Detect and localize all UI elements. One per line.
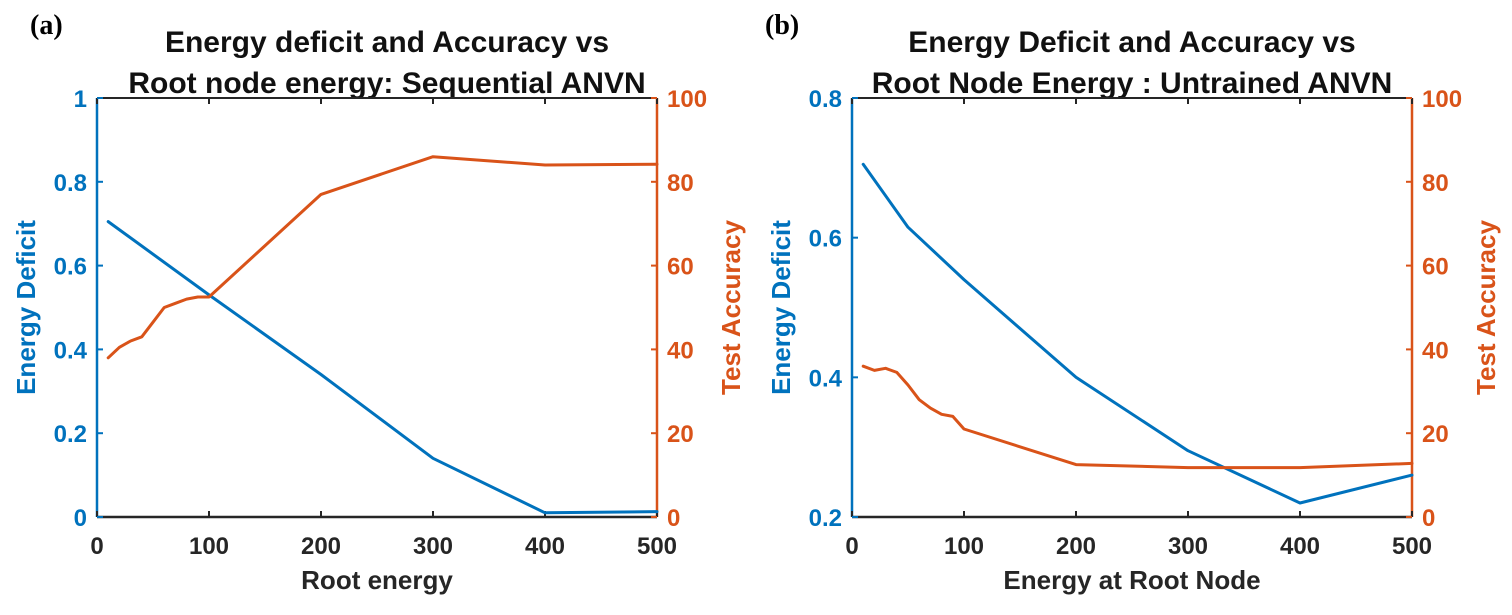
x-tick-label: 100 (189, 533, 229, 560)
right-y-tick-label: 40 (667, 337, 694, 364)
x-tick-label: 300 (413, 533, 453, 560)
chart-title-line: Energy Deficit and Accuracy vs (908, 26, 1355, 59)
left-y-tick-label: 0.6 (54, 254, 87, 281)
right-y-tick-label: 0 (1422, 505, 1435, 532)
left-y-tick-label: 0.6 (809, 226, 842, 253)
x-axis-label: Root energy (301, 565, 453, 595)
panel-label: (a) (30, 10, 63, 41)
x-tick-label: 300 (1168, 533, 1208, 560)
panel-label: (b) (765, 10, 799, 41)
left-y-tick-label: 0 (74, 505, 87, 532)
right-y-tick-label: 60 (1422, 254, 1449, 281)
left-y-tick-label: 0.4 (809, 365, 843, 392)
left-y-tick-label: 0.4 (54, 337, 88, 364)
right-y-axis-label: Test Accuracy (716, 220, 746, 395)
chart-panel-0: (a) Energy deficit and Accuracy vs Root no… (11, 10, 746, 595)
left-y-tick-label: 0.8 (54, 170, 87, 197)
right-y-tick-label: 20 (667, 421, 694, 448)
energy-deficit-line (106, 220, 659, 515)
left-y-tick-label: 0.2 (809, 505, 842, 532)
right-y-tick-label: 60 (667, 254, 694, 281)
energy-deficit-line (861, 162, 1414, 505)
x-tick-label: 0 (90, 533, 103, 560)
test-accuracy-line (861, 364, 1414, 470)
left-y-tick-label: 1 (74, 86, 87, 113)
x-tick-label: 100 (944, 533, 984, 560)
x-tick-label: 500 (637, 533, 677, 560)
x-tick-label: 0 (845, 533, 858, 560)
right-y-tick-label: 20 (1422, 421, 1449, 448)
left-y-axis-label: Energy Deficit (11, 220, 41, 395)
chart-panel-1: (b) Energy Deficit and Accuracy vs Root No… (765, 10, 1501, 595)
x-tick-label: 400 (1280, 533, 1320, 560)
right-y-tick-label: 0 (667, 505, 680, 532)
right-y-tick-label: 100 (1422, 86, 1462, 113)
left-y-tick-label: 0.8 (809, 86, 842, 113)
chart-title-line: Root node energy: Sequential ANVN (128, 67, 645, 100)
right-y-tick-label: 80 (667, 170, 694, 197)
left-y-tick-label: 0.2 (54, 421, 87, 448)
right-y-tick-label: 40 (1422, 337, 1449, 364)
right-y-axis-label: Test Accuracy (1471, 220, 1501, 395)
right-y-tick-label: 100 (667, 86, 707, 113)
x-axis-label: Energy at Root Node (1003, 565, 1260, 595)
chart-title-line: Energy deficit and Accuracy vs (165, 26, 609, 59)
right-y-tick-label: 80 (1422, 170, 1449, 197)
x-tick-label: 200 (301, 533, 341, 560)
x-tick-label: 400 (525, 533, 565, 560)
test-accuracy-line (106, 155, 659, 360)
left-y-axis-label: Energy Deficit (766, 220, 796, 395)
x-tick-label: 200 (1056, 533, 1096, 560)
chart-title-line: Root Node Energy : Untrained ANVN (872, 67, 1393, 100)
x-tick-label: 500 (1392, 533, 1432, 560)
